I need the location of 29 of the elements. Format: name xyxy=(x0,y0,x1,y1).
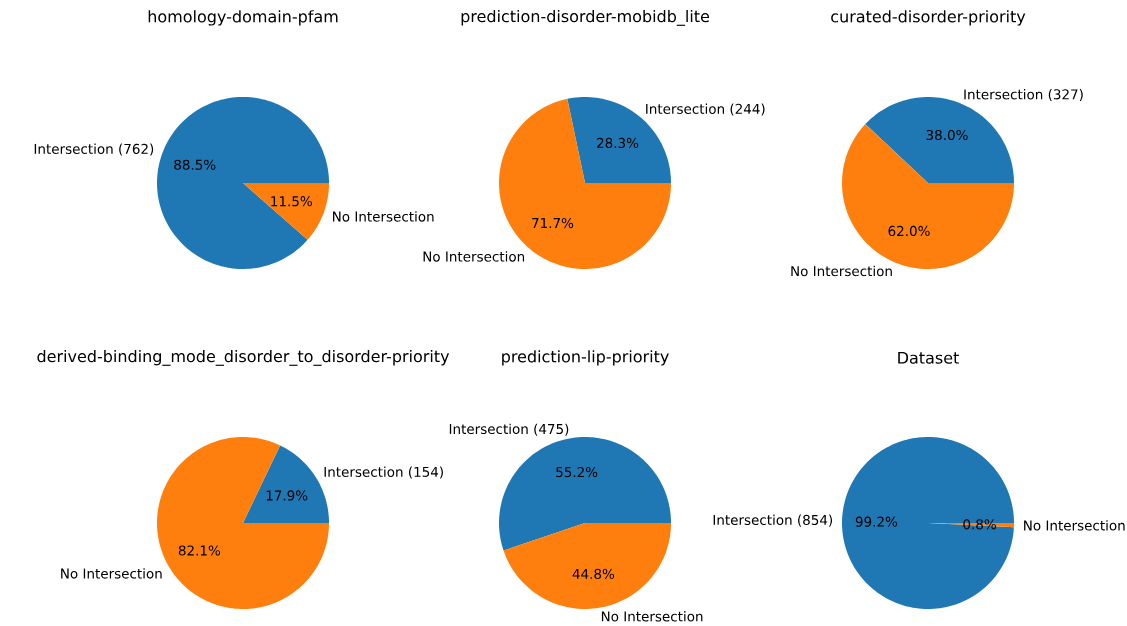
slice-label: Intersection (762) xyxy=(34,143,154,156)
slice-label: Intersection (154) xyxy=(324,466,443,479)
slice-label: Intersection (854) xyxy=(713,514,833,527)
chart-title: prediction-disorder-mobidb_lite xyxy=(461,9,710,26)
slice-label: Intersection (475) xyxy=(449,423,569,436)
slice-label: No Intersection xyxy=(333,211,434,222)
data-label: 62.0% xyxy=(888,225,930,237)
chart-title: curated-disorder-priority xyxy=(831,10,1026,26)
slice-label: No Intersection xyxy=(423,251,525,262)
slice-label: Intersection (244) xyxy=(646,103,765,116)
data-label: 71.7% xyxy=(532,217,574,229)
data-label: 28.3% xyxy=(597,137,639,149)
data-label: 11.5% xyxy=(271,196,312,207)
slice-label: No Intersection xyxy=(791,265,892,277)
slice-label: No Intersection xyxy=(1024,520,1125,531)
chart-title: homology-domain-pfam xyxy=(148,10,338,26)
chart-title: Dataset xyxy=(898,351,959,364)
data-label: 99.2% xyxy=(855,516,898,527)
slice-label: Intersection (327) xyxy=(964,89,1083,102)
chart-title: derived-binding_mode_disorder_to_disorder-priority xyxy=(37,349,450,366)
data-label: 55.2% xyxy=(556,466,598,478)
data-label: 17.9% xyxy=(266,490,308,501)
chart-title: prediction-lip-priority xyxy=(502,350,669,366)
slice-label: No Intersection xyxy=(61,568,162,579)
data-label: 82.1% xyxy=(178,545,221,556)
data-label: 44.8% xyxy=(572,568,615,579)
data-label: 88.5% xyxy=(174,159,216,170)
slice-label: No Intersection xyxy=(601,611,703,622)
data-label: 38.0% xyxy=(926,129,968,141)
